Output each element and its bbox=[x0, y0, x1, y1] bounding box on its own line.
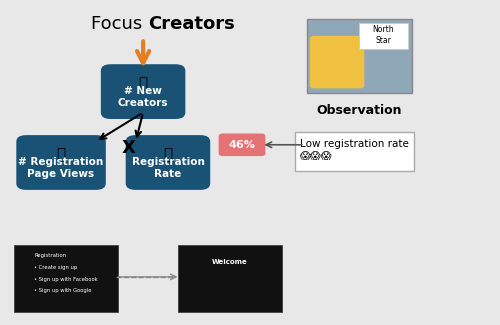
FancyBboxPatch shape bbox=[307, 19, 412, 93]
FancyBboxPatch shape bbox=[16, 135, 106, 190]
FancyBboxPatch shape bbox=[218, 134, 266, 156]
Text: Focus: Focus bbox=[91, 15, 148, 33]
FancyBboxPatch shape bbox=[126, 135, 210, 190]
Text: 🧑: 🧑 bbox=[138, 77, 147, 92]
Text: Observation: Observation bbox=[316, 104, 402, 117]
Text: North
Star: North Star bbox=[372, 25, 394, 45]
Text: Creators: Creators bbox=[148, 15, 235, 33]
FancyBboxPatch shape bbox=[295, 132, 414, 171]
Text: Welcome: Welcome bbox=[212, 259, 248, 266]
FancyBboxPatch shape bbox=[178, 245, 282, 312]
Text: # New
Creators: # New Creators bbox=[118, 86, 168, 108]
Text: Registration
Rate: Registration Rate bbox=[132, 157, 204, 179]
Text: 46%: 46% bbox=[228, 140, 255, 150]
FancyBboxPatch shape bbox=[359, 23, 408, 49]
Text: Registration

• Create sign up

• Sign up with Facebook

• Sign up with Google: Registration • Create sign up • Sign up … bbox=[34, 254, 98, 293]
Text: 🛸: 🛸 bbox=[56, 148, 66, 162]
Text: # Registration
Page Views: # Registration Page Views bbox=[18, 157, 103, 179]
Text: Low registration rate
😱😱😱: Low registration rate 😱😱😱 bbox=[300, 139, 409, 161]
FancyBboxPatch shape bbox=[14, 245, 118, 312]
Text: X: X bbox=[121, 139, 135, 157]
Text: 🎉: 🎉 bbox=[164, 148, 172, 162]
FancyBboxPatch shape bbox=[310, 36, 364, 88]
FancyBboxPatch shape bbox=[101, 64, 186, 119]
